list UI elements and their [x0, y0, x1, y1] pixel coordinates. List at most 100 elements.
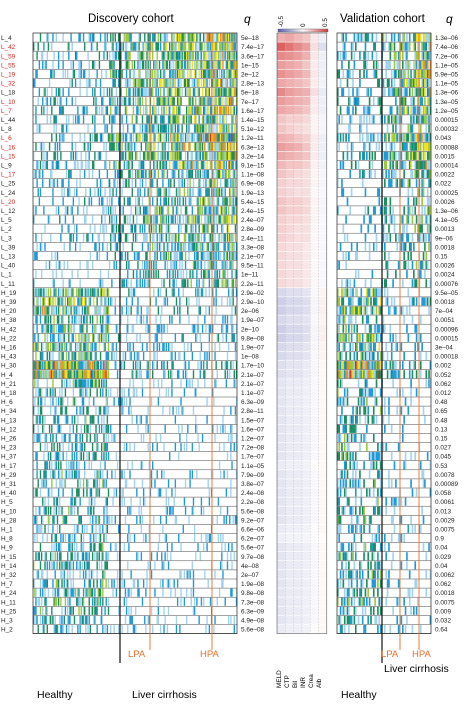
- heatmap-cell: [159, 233, 162, 242]
- heatmap-cell: [77, 597, 79, 606]
- heatmap-cell: [93, 615, 95, 624]
- heatmap-cell: [141, 197, 144, 206]
- heatmap-cell: [363, 60, 365, 69]
- heatmap-cell: [197, 151, 199, 160]
- heatmap-cell: [51, 615, 53, 624]
- heatmap-cell: [37, 379, 39, 388]
- heatmap-cell: [73, 324, 76, 333]
- heatmap-cell: [164, 424, 166, 433]
- heatmap-cell: [230, 488, 232, 497]
- heatmap-cell: [55, 406, 58, 415]
- heatmap-cell: [182, 333, 184, 342]
- heatmap-cell: [63, 370, 65, 379]
- heatmap-cell: [359, 51, 361, 60]
- heatmap-cell: [226, 552, 229, 561]
- heatmap-cell: [218, 42, 221, 51]
- heatmap-cell: [124, 60, 127, 69]
- heatmap-cell: [56, 497, 59, 506]
- heatmap-cell: [82, 342, 85, 351]
- heatmap-cell: [382, 42, 385, 51]
- heatmap-cell: [127, 315, 129, 324]
- heatmap-cell: [148, 324, 150, 333]
- heatmap-cell: [112, 224, 114, 233]
- heatmap-cell: [125, 33, 128, 42]
- heatmap-cell: [216, 142, 218, 151]
- heatmap-cell: [192, 324, 195, 333]
- heatmap-cell: [82, 534, 85, 543]
- heatmap-cell: [38, 288, 41, 297]
- heatmap-cell: [129, 79, 131, 88]
- heatmap-cell: [56, 424, 59, 433]
- heatmap-cell: [99, 33, 102, 42]
- heatmap-cell: [189, 242, 191, 251]
- heatmap-cell: [118, 106, 120, 115]
- heatmap-cell: [419, 97, 422, 106]
- heatmap-cell: [55, 597, 58, 606]
- heatmap-cell: [218, 251, 221, 260]
- heatmap-cell: [161, 379, 163, 388]
- heatmap-cell: [171, 342, 173, 351]
- heatmap-cell: [209, 215, 212, 224]
- heatmap-cell: [364, 51, 367, 60]
- heatmap-cell: [125, 42, 128, 51]
- heatmap-cell: [220, 470, 222, 479]
- heatmap-cell: [46, 379, 48, 388]
- heatmap-cell: [90, 488, 93, 497]
- heatmap-cell: [389, 106, 392, 115]
- heatmap-cell: [212, 188, 214, 197]
- heatmap-cell: [189, 42, 191, 51]
- heatmap-cell: [189, 470, 191, 479]
- heatmap-cell: [153, 79, 155, 88]
- heatmap-cell: [77, 479, 79, 488]
- heatmap-cell: [59, 370, 61, 379]
- heatmap-cell: [102, 333, 104, 342]
- heatmap-cell: [81, 443, 84, 452]
- heatmap-cell: [209, 33, 212, 42]
- heatmap-cell: [428, 233, 430, 242]
- heatmap-cell: [146, 142, 148, 151]
- heatmap-cell: [81, 306, 84, 315]
- heatmap-cell: [428, 133, 430, 142]
- heatmap-cell: [422, 60, 425, 69]
- heatmap-cell: [374, 206, 376, 215]
- heatmap-cell: [226, 297, 229, 306]
- heatmap-cell: [224, 51, 226, 60]
- heatmap-cell: [342, 188, 345, 197]
- heatmap-cell: [128, 197, 130, 206]
- heatmap-cell: [372, 115, 375, 124]
- heatmap-cell: [417, 170, 419, 179]
- heatmap-cell: [33, 79, 35, 88]
- heatmap-cell: [150, 188, 153, 197]
- heatmap-cell: [374, 170, 376, 179]
- heatmap-cell: [215, 42, 217, 51]
- heatmap-cell: [223, 515, 225, 524]
- heatmap-cell: [84, 461, 86, 470]
- heatmap-cell: [59, 470, 61, 479]
- heatmap-cell: [79, 324, 81, 333]
- heatmap-cell: [96, 470, 98, 479]
- heatmap-cell: [195, 242, 197, 251]
- heatmap-cell: [341, 115, 343, 124]
- heatmap-cell: [131, 42, 133, 51]
- heatmap-cell: [124, 515, 127, 524]
- heatmap-cell: [145, 179, 147, 188]
- heatmap-cell: [73, 315, 76, 324]
- heatmap-cell: [43, 160, 45, 169]
- heatmap-cell: [63, 379, 65, 388]
- heatmap-cell: [52, 433, 54, 442]
- heatmap-cell: [233, 552, 235, 561]
- heatmap-cell: [216, 224, 218, 233]
- heatmap-cell: [421, 170, 423, 179]
- heatmap-cell: [404, 142, 407, 151]
- heatmap-cell: [179, 352, 181, 361]
- heatmap-cell: [175, 151, 178, 160]
- heatmap-cell: [69, 188, 71, 197]
- heatmap-cell: [411, 215, 414, 224]
- heatmap-cell: [130, 406, 132, 415]
- heatmap-cell: [59, 497, 61, 506]
- heatmap-cell: [212, 69, 214, 78]
- heatmap-cell: [213, 224, 215, 233]
- heatmap-cell: [169, 506, 171, 515]
- heatmap-cell: [198, 279, 200, 288]
- heatmap-cell: [183, 60, 186, 69]
